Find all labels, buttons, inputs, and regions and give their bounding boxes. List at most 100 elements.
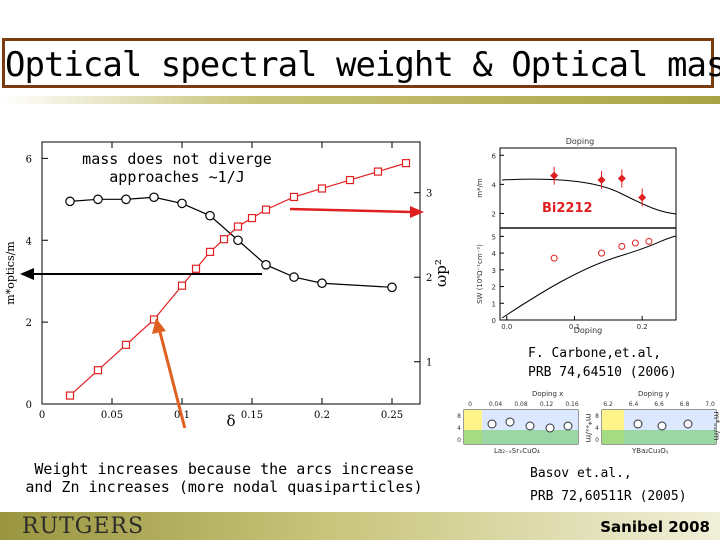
bi-lower-tick-label: 2 [492,284,496,292]
bi2212-upper-frame [499,147,677,229]
panel1-compound: La₂₋ₓSrₓCuO₄ [494,447,540,455]
weight-note: Weight increases because the arcs increa… [0,460,448,496]
bi-lower-tick-label: 3 [492,267,496,275]
mass-point [317,278,327,289]
reference-basov: Basov et.al., PRB 72,60511R (2005) [530,466,687,504]
bi2212-chart: Doping 0.0 0.1 0.2 2 4 6 0 1 2 3 4 5 Bi2212 m*/m SW… [476,137,677,335]
data-point [563,421,573,431]
basov-y-tick-label: 4 [595,425,599,432]
panel2-compound: YBa₂Cu₃Oᵧ [631,447,669,455]
footer-bar [0,512,720,540]
basov-x-tick-label: 0.04 [489,401,503,408]
weight-point [261,205,271,214]
basov-y-tick-label: 4 [457,425,461,432]
x-tick-label: 0.15 [241,410,263,421]
panel1-top-label: Doping x [532,390,563,398]
panel2-green-band [602,430,716,444]
orange-arrow-head [152,318,166,334]
bi2212-tag: Bi2212 [542,201,593,216]
bi-lower-tick-label: 1 [492,300,496,308]
weight-point [205,247,215,256]
conference-label: Sanibel 2008 [600,518,710,536]
left-tick-label: 6 [26,154,32,165]
weight-note-line2: and Zn increases (more nodal quasipartic… [25,478,423,496]
bi2212-lower-frame [499,227,677,321]
weight-point [177,281,187,290]
mass-point [387,282,397,293]
basov-x-tick-label: 6.6 [654,401,664,408]
mass-point [121,194,131,205]
basov-x-tick-label: 7.0 [705,401,715,408]
data-point [487,419,497,429]
data-point [657,421,667,431]
weight-point [93,366,103,375]
red-arrow-right [289,207,413,214]
bi-lower-point [550,254,558,262]
weight-point [121,340,131,349]
basov-y-tick-label: 8 [595,413,599,420]
basov-x-tick-label: 6.8 [680,401,690,408]
basov-x-tick-label: 0.16 [565,401,579,408]
ref1-line1: F. Carbone,et.al, [528,346,662,361]
orange-arrow [158,331,187,428]
bi2212-lower-curve [501,235,677,319]
title-rule [0,96,720,104]
black-arrow-left-head [20,268,34,280]
mass-point [261,260,271,270]
mass-point [65,196,75,207]
bi-x-tick-label: 0.2 [637,323,648,331]
panel2-top-label: Doping y [638,390,669,398]
left-tick-label: 2 [26,318,32,329]
bi2212-lower-ylabel: SW (10⁶Ω⁻¹cm⁻²) [476,244,484,304]
mass-note: mass does not diverge approaches ~1/J [62,150,292,186]
bi-x-tick-label: 0.0 [501,323,512,331]
x-tick-label: 0.25 [381,410,403,421]
weight-point [219,235,229,244]
mass-point [177,198,187,209]
main-chart-bg [0,128,450,428]
rutgers-logo: RUTGERS [22,514,145,539]
ref2-line2: PRB 72,60511R (2005) [530,489,687,504]
ref1-line2: PRB 74,64510 (2006) [528,365,677,380]
x-tick-label: 0.05 [101,410,123,421]
bi-upper-tick-label: 4 [492,181,497,189]
data-point [683,419,693,429]
basov-x-tick-label: 0 [468,401,472,408]
bi-upper-tick-label: 2 [492,210,496,218]
weight-point [247,213,257,223]
basov-chart: Doping x Doping y 0 0.04 0.08 0.12 0.16 6.2 6.… [457,390,720,455]
basov-y-tick-label: 0 [595,437,599,444]
basov-x-tick-label: 0.08 [514,401,528,408]
mass-note-line1: mass does not diverge [82,150,272,168]
mass-point [233,235,243,246]
bi2212-upper-ylabel: m*/m [476,178,484,198]
weight-point [65,391,75,400]
bi-upper-point [550,171,559,180]
x-tick-label: 0.2 [314,410,330,421]
left-tick-label: 4 [26,236,32,247]
weight-point [233,222,243,231]
bi-lower-tick-label: 4 [492,250,497,258]
weight-point [317,184,327,193]
basov-y-tick-label: 0 [457,437,461,444]
bi-x-tick-label: 0.1 [569,323,580,331]
mass-point [93,194,103,205]
bi-upper-point [638,193,647,202]
mass-point [149,192,159,203]
bi-upper-point [617,174,626,183]
reference-carbone: F. Carbone,et.al, PRB 74,64510 (2006) [528,346,677,380]
data-point [633,419,643,429]
basov-x-tick-label: 6.4 [629,401,639,408]
data-point [545,423,555,433]
mass-note-line2: approaches ~1/J [109,168,245,186]
weight-point [191,264,201,273]
main-right-axis-label: ωp² [432,259,450,287]
bi-lower-point [631,239,639,247]
basov-points [487,417,693,433]
weight-point [149,315,159,324]
weight-point [289,192,299,202]
bi-lower-tick-label: 5 [492,233,496,241]
bi-lower-point [618,242,626,250]
mass-point [205,210,215,221]
